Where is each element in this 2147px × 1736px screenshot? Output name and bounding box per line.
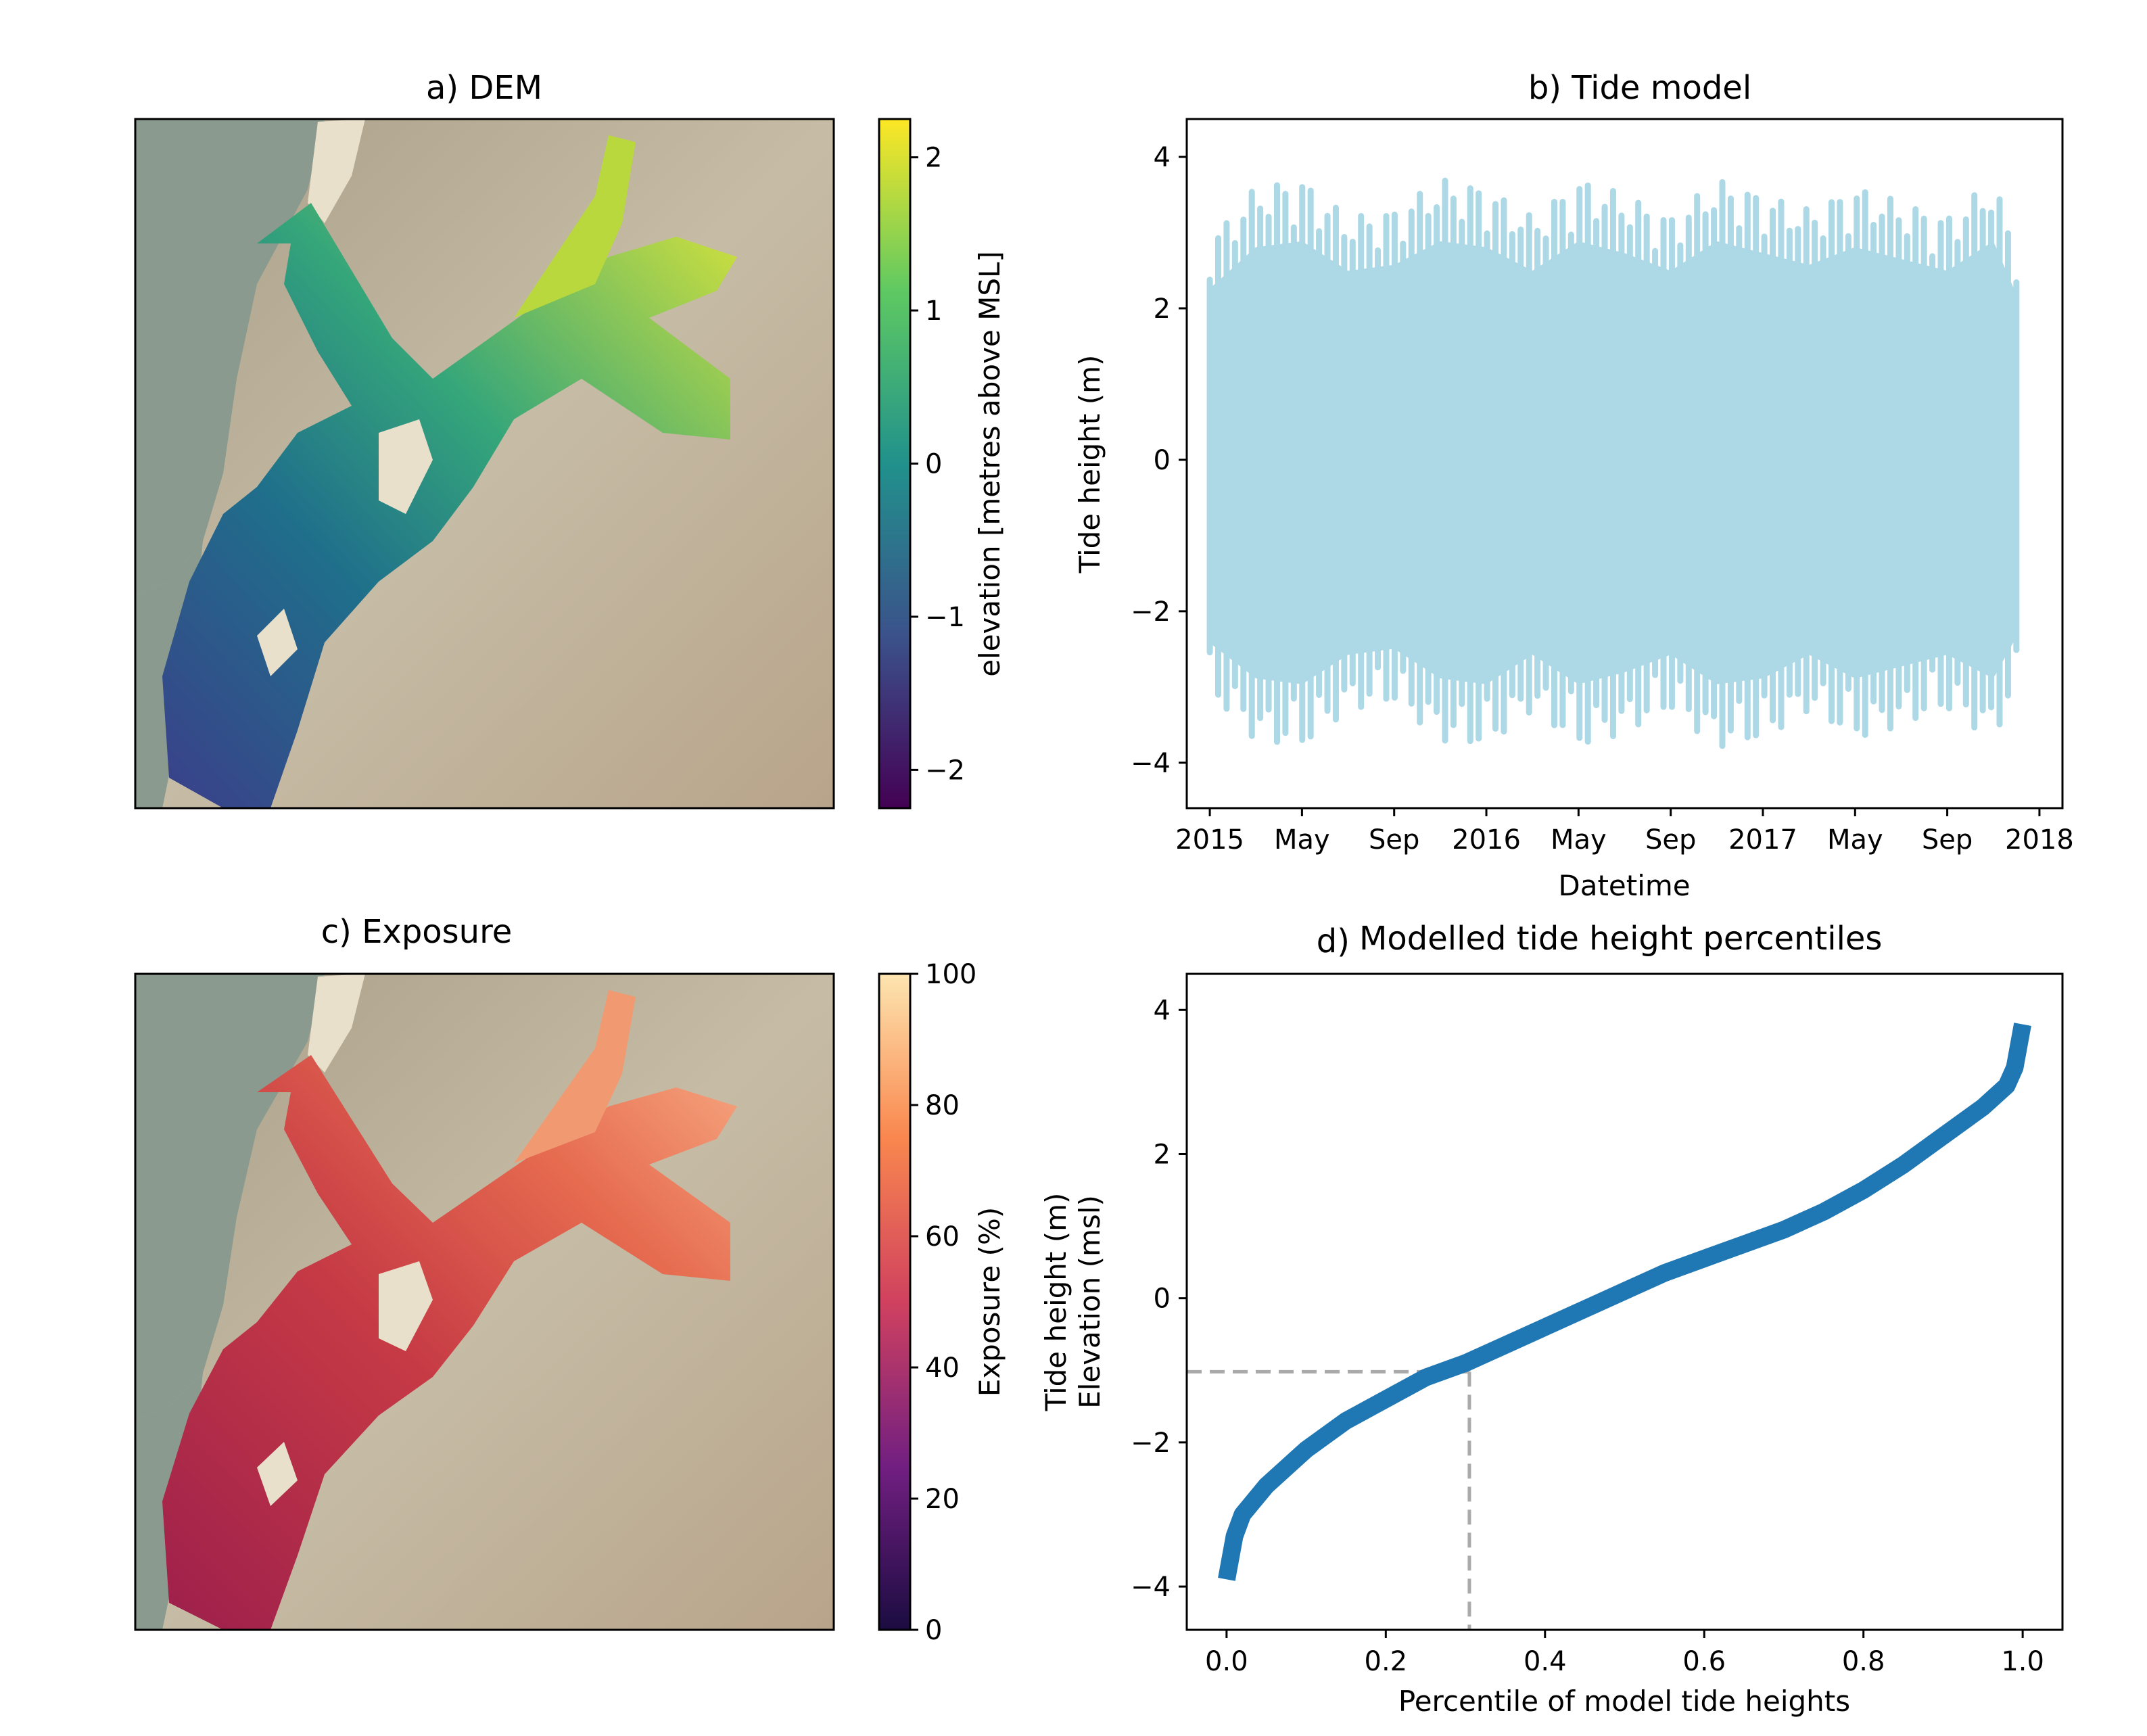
panel-b-ylabel: Tide height (m)	[1073, 355, 1106, 574]
x-tick-label: 0.4	[1524, 1646, 1567, 1677]
y-tick-label: 0	[1154, 445, 1171, 476]
panel-d-title: Modelled tide height percentiles	[1359, 920, 1882, 958]
x-tick-label: 0.6	[1682, 1646, 1726, 1677]
x-tick-label: May	[1551, 824, 1607, 855]
panel-a-colorbar: 2 1 0 −1 −2 elevation [metres above MSL]	[878, 118, 1006, 810]
x-tick-label: 0.0	[1205, 1646, 1248, 1677]
dem-intertidal-extent	[162, 203, 737, 808]
panel-b-xlabel: Datetime	[1558, 869, 1690, 902]
x-tick-label: 2015	[1175, 824, 1244, 855]
y-tick-label: 2	[1154, 1139, 1171, 1170]
panel-d-ylabel2: Elevation (msl)	[1073, 1195, 1106, 1409]
panel-c-title: c) Exposure	[321, 913, 513, 951]
panel-d-frame	[1185, 972, 2064, 1631]
percentile-series	[1187, 1023, 2031, 1630]
panel-d-ylabel: Tide height (m)	[1039, 1193, 1072, 1412]
x-tick-label: 2017	[1728, 824, 1797, 855]
x-tick-label: 0.8	[1842, 1646, 1885, 1677]
percentile-line	[1218, 1023, 2031, 1581]
colorbar-tick-label: 20	[925, 1484, 960, 1515]
x-tick-label: 0.2	[1365, 1646, 1408, 1677]
panel-d-xlabel: Percentile of model tide heights	[1398, 1685, 1850, 1718]
magma-colorbar	[879, 974, 910, 1630]
panel-d-percentiles: d) Modelled tide height percentiles 0.0 0…	[1039, 920, 2064, 1718]
x-tick-label: May	[1827, 824, 1883, 855]
panel-b-tide-model: b) Tide model 2015 May Sep 2016 May Sep 2017 Ma…	[1073, 69, 2074, 902]
panel-d-title-prefix: d)	[1317, 922, 1350, 960]
y-tick-label: 4	[1154, 995, 1171, 1026]
colorbar-tick-label: 40	[925, 1353, 960, 1384]
colorbar-tick-label: 80	[925, 1090, 960, 1121]
colorbar-tick-label: 60	[925, 1221, 960, 1252]
x-tick-label: Sep	[1369, 824, 1419, 855]
y-tick-label: 4	[1154, 142, 1171, 173]
panel-c-colorbar: 100 80 60 40 20 0 Exposure (%)	[878, 959, 1006, 1646]
x-tick-label: May	[1274, 824, 1330, 855]
colorbar-tick-label: −1	[925, 602, 965, 633]
panel-c-frame	[134, 972, 835, 1631]
viridis-colorbar	[879, 119, 910, 808]
panel-c-colorbar-label: Exposure (%)	[973, 1207, 1006, 1397]
panel-c-exposure: c) Exposure 100 80 60 40 20 0 Exposure (%)	[134, 913, 1006, 1646]
panel-a-colorbar-label: elevation [metres above MSL]	[973, 251, 1006, 677]
exposure-intertidal-extent	[162, 1055, 737, 1630]
colorbar-tick-label: 100	[925, 959, 976, 990]
panel-b-title: b) Tide model	[1528, 69, 1751, 107]
y-tick-label: −4	[1131, 748, 1171, 779]
colorbar-tick-label: 0	[925, 1615, 942, 1646]
x-tick-label: 1.0	[2001, 1646, 2044, 1677]
y-tick-label: 0	[1154, 1284, 1171, 1315]
x-tick-label: 2018	[2005, 824, 2074, 855]
exposure-map	[134, 972, 835, 1631]
panel-a-title: a) DEM	[426, 69, 542, 107]
colorbar-tick-label: 0	[925, 449, 942, 480]
tide-series	[1206, 177, 2020, 749]
colorbar-tick-label: −2	[925, 755, 965, 786]
x-tick-label: 2016	[1452, 824, 1521, 855]
y-tick-label: −4	[1131, 1572, 1171, 1603]
y-tick-label: −2	[1131, 596, 1171, 628]
exposure-sandbar	[308, 974, 365, 1073]
panel-a-frame	[134, 118, 835, 810]
y-tick-label: −2	[1131, 1428, 1171, 1459]
y-tick-label: 2	[1154, 294, 1171, 325]
panel-a-dem: a) DEM 2 1 0 −1 −2 elevation [metres above M…	[134, 69, 1006, 810]
dem-map	[134, 118, 835, 810]
dem-sandbar	[308, 119, 365, 223]
colorbar-tick-label: 2	[925, 143, 942, 174]
colorbar-tick-label: 1	[925, 296, 942, 327]
x-tick-label: Sep	[1922, 824, 1973, 855]
x-tick-label: Sep	[1645, 824, 1696, 855]
panel-b-frame	[1185, 118, 2064, 810]
